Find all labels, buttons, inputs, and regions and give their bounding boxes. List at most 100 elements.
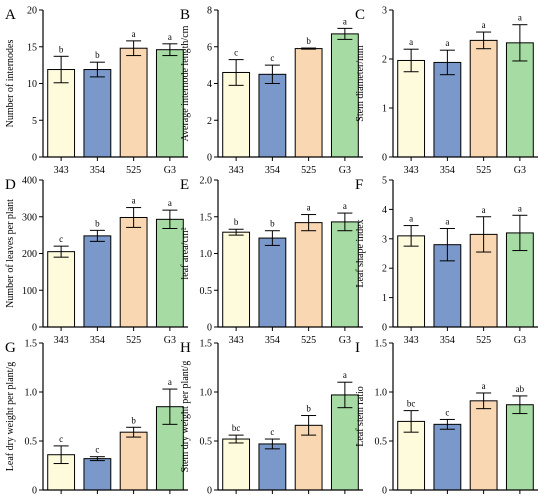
panel-i-bar-354: [433, 423, 462, 491]
panel-c-bar-343: [397, 59, 426, 158]
panel-a-ytick-label: 20: [27, 6, 37, 17]
panel-d: D Number of leaves per plant 0 100 200 300 400…: [5, 176, 188, 346]
panel-c: C Stem diameter/mm 0 1 2 3 a 343 a 354 a 525 a G3: [355, 6, 538, 176]
panel-e-bar-525: [294, 222, 323, 328]
panel-e-sig-letter: b: [234, 217, 239, 227]
panel-e-xtick-label: 343: [229, 335, 244, 346]
panel-b-ytick-label: 8: [207, 6, 212, 17]
panel-e-sig-letter: a: [307, 203, 311, 213]
panel-h-ytick-label: 1.5: [200, 339, 213, 350]
panel-b-sig-letter: c: [234, 48, 238, 58]
panel-a-xtick-label: 525: [126, 165, 141, 176]
panel-g-bar-354: [83, 458, 112, 491]
panel-h-sig-letter: b: [306, 404, 311, 414]
panel-a-sig-letter: a: [132, 29, 136, 39]
panel-c-bar-525: [469, 39, 498, 158]
panel-h-sig-letter: c: [270, 427, 274, 437]
panel-a-xtick-label: 354: [90, 165, 105, 176]
panel-d-ytick-label: 100: [22, 286, 37, 297]
panel-i-sig-letter: c: [445, 407, 449, 417]
panel-a-xtick-label: G3: [164, 165, 176, 176]
panel-b-ytick-label: 0: [207, 153, 212, 164]
panel-a-sig-letter: b: [95, 50, 100, 60]
panel-e-ytick-label: 1.5: [200, 212, 213, 223]
panel-b-xtick-label: 343: [229, 165, 244, 176]
panel-f-ytick-label: 0: [382, 323, 387, 334]
panel-f-sig-letter: a: [482, 205, 486, 215]
panel-d-xtick-label: 354: [90, 335, 105, 346]
panel-f-sig-letter: a: [445, 217, 449, 227]
panel-h-bar-354: [258, 443, 287, 491]
panel-e-sig-letter: a: [343, 201, 347, 211]
panel-b-ytick-label: 2: [207, 116, 212, 127]
panel-i-sig-letter: bc: [407, 399, 416, 409]
panel-f-ytick-label: 3: [382, 234, 387, 245]
panel-a-ytick-label: 5: [32, 116, 37, 127]
panel-g-ytick-label: 1.5: [25, 339, 38, 350]
panel-g-sig-letter: c: [59, 434, 63, 444]
panel-i-label: I: [355, 340, 360, 356]
panel-a-sig-letter: b: [59, 44, 64, 54]
panel-e-ylabel: leaf area/cm²: [180, 227, 191, 279]
panel-a-bar-343: [47, 69, 76, 158]
panel-d-bar-343: [47, 251, 76, 328]
panel-b-bar-g3: [330, 33, 359, 158]
panel-b-xtick-label: 525: [301, 165, 316, 176]
panel-i-ylabel: Leaf stem ratio: [355, 386, 366, 447]
panel-c-ytick-label: 2: [382, 55, 387, 66]
panel-g-ytick-label: 0.5: [25, 437, 38, 448]
panel-f-xtick-label: 354: [440, 335, 455, 346]
panel-i-bar-525: [469, 400, 498, 491]
panel-f: F Leaf shape index 0 1 2 3 4 5 a 343 a 354 a 525 a G3: [355, 176, 538, 346]
panel-b-ylabel: Average internode length/cm: [180, 25, 191, 141]
panel-c-xtick-label: G3: [514, 165, 526, 176]
panel-c-xtick-label: 525: [476, 165, 491, 176]
panel-a-xtick-label: 343: [54, 165, 69, 176]
panel-h-ytick-label: 0: [207, 486, 212, 496]
panel-a-sig-letter: a: [168, 32, 172, 42]
panel-b-bar-525: [294, 48, 323, 158]
panel-d-ytick-label: 0: [32, 323, 37, 334]
panel-h-bar-525: [294, 424, 323, 491]
panel-f-ylabel: Leaf shape index: [355, 219, 366, 287]
panel-i-sig-letter: a: [482, 381, 486, 391]
panel-d-ytick-label: 400: [22, 176, 37, 187]
panel-c-sig-letter: a: [518, 13, 522, 23]
panel-a-bar-525: [119, 47, 148, 158]
panel-b-bar-354: [258, 73, 287, 158]
panel-d-sig-letter: c: [59, 234, 63, 244]
panel-d-ytick-label: 200: [22, 249, 37, 260]
panel-c-bar-354: [433, 61, 462, 158]
panel-c-ytick-label: 3: [382, 6, 387, 17]
panel-e-ytick-label: 0.5: [200, 286, 213, 297]
panel-d-xtick-label: 525: [126, 335, 141, 346]
panel-f-bar-343: [397, 235, 426, 328]
panel-f-sig-letter: a: [518, 203, 522, 213]
panel-d-ytick-label: 300: [22, 212, 37, 223]
panel-g-ytick-label: 0: [32, 486, 37, 496]
panel-d-bar-354: [83, 235, 112, 328]
panel-d-xtick-label: 343: [54, 335, 69, 346]
panel-c-xtick-label: 354: [440, 165, 455, 176]
panel-a-ytick-label: 15: [27, 42, 37, 53]
panel-d-sig-letter: b: [95, 218, 100, 228]
panel-b-xtick-label: G3: [339, 165, 351, 176]
panel-d-sig-letter: a: [168, 198, 172, 208]
panel-e-ytick-label: 1.0: [200, 249, 213, 260]
panel-b: B Average internode length/cm 0 2 4 6 8 c 343 c 35…: [180, 6, 363, 176]
panel-b-label: B: [180, 7, 190, 23]
panel-c-ylabel: Stem diameter/mm: [355, 45, 366, 122]
panel-h-bar-343: [222, 438, 251, 491]
panel-d-label: D: [5, 177, 16, 193]
panel-g-bar-525: [119, 431, 148, 491]
panel-c-label: C: [355, 7, 365, 23]
panel-b-ytick-label: 6: [207, 42, 212, 53]
panel-h-sig-letter: bc: [232, 423, 241, 433]
panel-f-ytick-label: 1: [382, 293, 387, 304]
panel-g-ylabel: Leaf dry weight per plant/g: [5, 362, 16, 471]
panel-b-sig-letter: b: [306, 36, 311, 46]
